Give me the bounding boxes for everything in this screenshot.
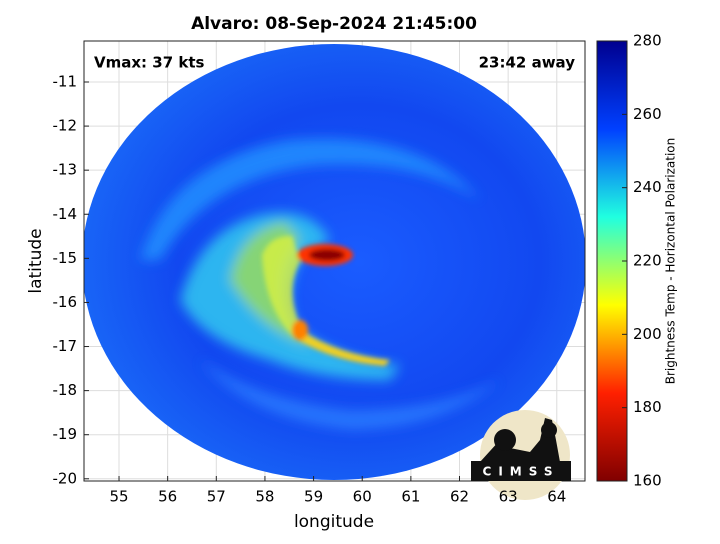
- x-tick-label: 60: [353, 488, 372, 506]
- colorbar-tick-label: 280: [633, 32, 662, 50]
- annotation: Vmax: 37 kts: [94, 54, 204, 72]
- colorbar-tick-label: 260: [633, 105, 662, 123]
- colorbar-label: Brightness Temp - Horizontal Polarizatio…: [664, 138, 678, 385]
- y-axis-label: latitude: [26, 228, 46, 293]
- logo: CIMSS: [471, 410, 571, 500]
- colorbar-tick-label: 240: [633, 178, 662, 196]
- y-tick-label: -18: [53, 381, 78, 399]
- colorbar-tick-label: 220: [633, 252, 662, 270]
- x-tick-label: 56: [158, 488, 177, 506]
- logo-text: CIMSS: [483, 465, 560, 479]
- image: [84, 44, 585, 480]
- y-tick-label: -12: [53, 117, 78, 135]
- x-tick-label: 64: [547, 488, 566, 506]
- annotation: 23:42 away: [479, 54, 576, 72]
- x-axis-label: longitude: [294, 512, 374, 532]
- y-tick-label: -11: [53, 73, 78, 91]
- x-tick-label: 55: [109, 488, 128, 506]
- y-tick-label: -17: [53, 337, 78, 355]
- x-tick-label: 59: [304, 488, 323, 506]
- y-tick-label: -14: [53, 205, 78, 223]
- colorbar-tick-label: 200: [633, 325, 662, 343]
- y-tick-label: -20: [53, 469, 78, 487]
- y-tick-label: -19: [53, 425, 78, 443]
- axes-frame: [83, 40, 586, 482]
- y-tick-label: -15: [53, 249, 78, 267]
- x-tick-label: 61: [401, 488, 420, 506]
- x-tick-label: 58: [255, 488, 274, 506]
- y-tick-label: -16: [53, 293, 78, 311]
- x-tick-label: 57: [207, 488, 226, 506]
- colorbar-tick-label: 160: [633, 472, 662, 490]
- chart-title: Alvaro: 08-Sep-2024 21:45:00: [191, 14, 477, 34]
- colorbar: [596, 40, 628, 482]
- y-tick-label: -13: [53, 161, 78, 179]
- x-tick-label: 63: [499, 488, 518, 506]
- colorbar-tick-label: 180: [633, 398, 662, 416]
- x-tick-label: 62: [450, 488, 469, 506]
